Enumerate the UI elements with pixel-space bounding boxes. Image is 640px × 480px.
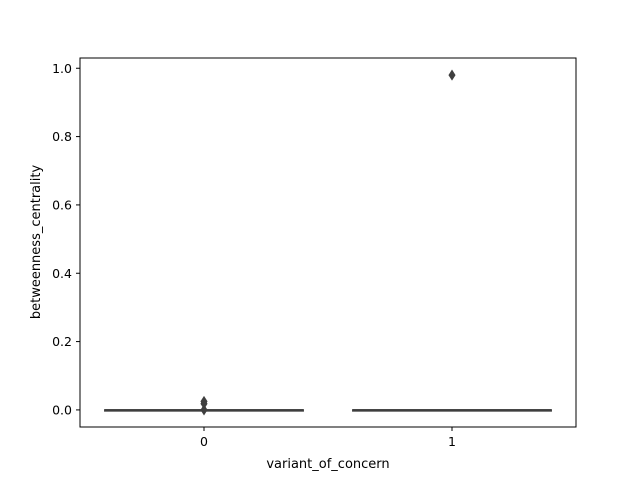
y-axis: 0.0 0.2 0.4 0.6 0.8 1.0	[52, 61, 80, 417]
y-tick-label: 0.6	[52, 197, 72, 212]
outlier-point	[448, 69, 456, 81]
plot-marks	[104, 69, 552, 416]
outlier-point	[200, 404, 208, 416]
x-tick-label: 0	[200, 434, 208, 449]
y-tick-label: 0.2	[52, 334, 72, 349]
x-axis-label: variant_of_concern	[266, 457, 389, 472]
y-tick-label: 1.0	[52, 61, 72, 76]
x-tick-label: 1	[448, 434, 456, 449]
y-tick-label: 0.4	[52, 266, 72, 281]
y-tick-label: 0.8	[52, 129, 72, 144]
plot-frame	[79, 57, 577, 428]
y-axis-label: betweenness_centrality	[29, 165, 44, 320]
y-tick-label: 0.0	[52, 402, 72, 417]
